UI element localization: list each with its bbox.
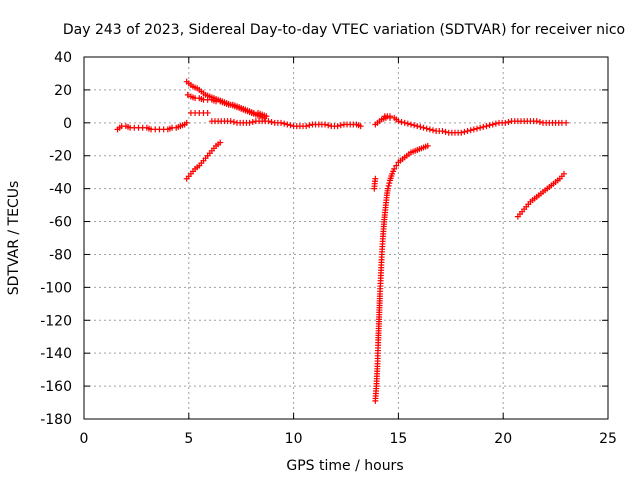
data-series xyxy=(381,113,394,120)
data-series xyxy=(208,118,364,130)
data-point xyxy=(407,121,414,128)
x-tick-label: 25 xyxy=(599,431,617,447)
data-points xyxy=(114,78,570,404)
data-series xyxy=(183,78,268,121)
data-point xyxy=(401,119,408,126)
data-series xyxy=(183,139,224,182)
data-point xyxy=(265,118,272,125)
y-tick-label: 0 xyxy=(63,116,72,132)
data-point xyxy=(230,118,237,125)
data-point xyxy=(458,129,465,136)
data-point xyxy=(263,113,270,120)
data-point xyxy=(461,128,468,135)
data-point xyxy=(249,118,256,125)
data-point xyxy=(411,122,418,129)
data-point xyxy=(395,118,402,125)
y-tick-label: -160 xyxy=(40,379,72,395)
data-point xyxy=(393,162,400,169)
y-tick-label: -140 xyxy=(40,346,72,362)
data-point xyxy=(439,128,446,135)
y-tick-label: -20 xyxy=(49,149,72,165)
data-point xyxy=(477,124,484,131)
x-tick-label: 5 xyxy=(184,431,193,447)
data-point xyxy=(278,119,285,126)
y-tick-label: 40 xyxy=(54,50,72,66)
data-point xyxy=(414,123,421,130)
y-tick-label: -180 xyxy=(40,412,72,428)
data-point xyxy=(391,165,398,172)
y-tick-label: 20 xyxy=(54,83,72,99)
y-tick-label: -80 xyxy=(49,247,72,263)
data-point xyxy=(337,122,344,129)
data-point xyxy=(217,139,224,146)
data-point xyxy=(470,126,477,133)
data-point xyxy=(492,120,499,127)
data-point xyxy=(183,119,190,126)
data-series xyxy=(114,119,190,133)
data-point xyxy=(486,122,493,129)
chart-title: Day 243 of 2023, Sidereal Day-to-day VTE… xyxy=(63,22,625,38)
data-point xyxy=(464,128,471,135)
grid-lines xyxy=(84,57,608,419)
data-point xyxy=(281,120,288,127)
data-series xyxy=(372,114,570,136)
data-point xyxy=(505,118,512,125)
data-point xyxy=(467,127,474,134)
y-axis-label: SDTVAR / TECUs xyxy=(6,181,22,296)
x-axis-label: GPS time / hours xyxy=(286,458,403,474)
data-point xyxy=(426,126,433,133)
data-point xyxy=(204,109,211,116)
data-point xyxy=(474,125,480,132)
data-point xyxy=(384,185,391,192)
data-point xyxy=(325,122,332,129)
data-series xyxy=(184,91,270,120)
plot-frame xyxy=(83,56,609,420)
data-series xyxy=(372,142,431,404)
data-point xyxy=(489,121,496,128)
data-point xyxy=(268,118,275,125)
x-tick-label: 10 xyxy=(285,431,303,447)
data-series xyxy=(187,109,211,116)
data-point xyxy=(322,121,329,128)
x-tick-label: 15 xyxy=(389,431,407,447)
data-series xyxy=(371,175,379,192)
data-point xyxy=(386,180,393,187)
data-point xyxy=(303,123,310,130)
x-tick-label: 0 xyxy=(80,431,89,447)
data-point xyxy=(385,182,392,189)
data-point xyxy=(483,123,490,130)
data-point xyxy=(536,118,543,125)
data-point xyxy=(560,170,567,177)
y-tick-label: -60 xyxy=(49,215,72,231)
data-point xyxy=(398,118,405,125)
data-point xyxy=(533,118,540,125)
data-point xyxy=(372,175,379,182)
data-point xyxy=(334,123,341,130)
data-point xyxy=(287,122,294,129)
y-tick-label: -100 xyxy=(40,280,72,296)
data-point xyxy=(184,91,191,98)
data-point xyxy=(246,119,253,126)
data-point xyxy=(284,121,291,128)
data-point xyxy=(424,142,431,149)
data-point xyxy=(420,124,427,131)
data-point xyxy=(442,128,449,135)
data-point xyxy=(404,120,411,127)
data-point xyxy=(357,123,364,130)
data-point xyxy=(429,127,436,134)
axis-ticks: 0 5 10 15 20 25 40 20 0 -20 -40 -60 -80 -100 -120 -140 -… xyxy=(40,50,617,447)
data-series xyxy=(514,170,567,220)
data-point xyxy=(417,123,424,130)
x-tick-label: 20 xyxy=(494,431,512,447)
data-point xyxy=(387,113,394,120)
y-tick-label: -120 xyxy=(40,313,72,329)
data-point xyxy=(480,123,487,130)
data-point xyxy=(227,118,234,125)
data-point xyxy=(563,119,570,126)
data-point xyxy=(306,122,313,129)
data-point xyxy=(423,125,430,132)
y-tick-label: -40 xyxy=(49,182,72,198)
data-point xyxy=(502,119,509,126)
